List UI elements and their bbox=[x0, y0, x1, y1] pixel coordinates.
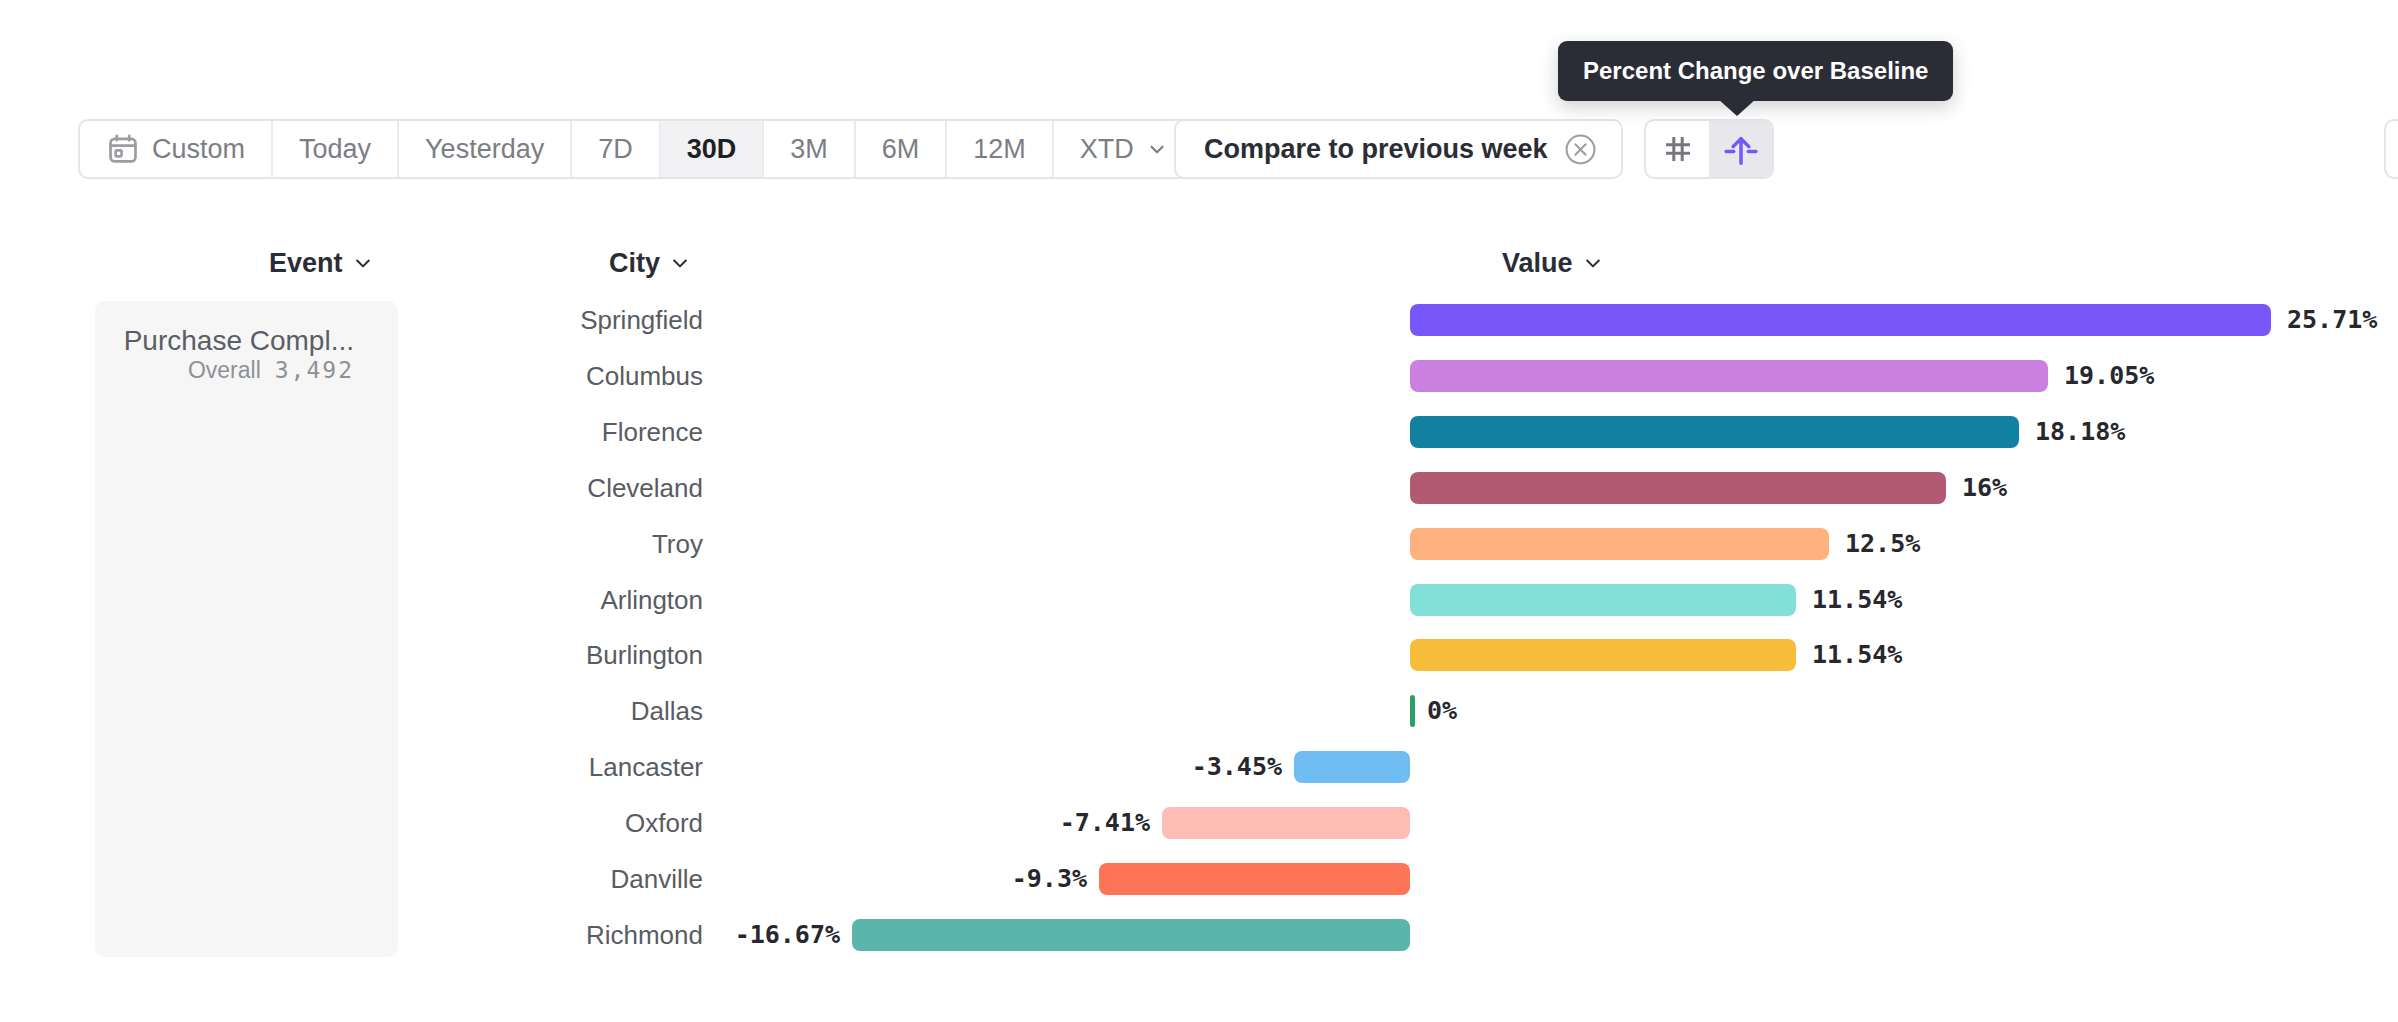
value-label: 18.18% bbox=[2035, 414, 2125, 450]
tooltip-text: Percent Change over Baseline bbox=[1583, 57, 1928, 85]
city-label: Oxford bbox=[323, 805, 703, 841]
percent-change-baseline-button[interactable] bbox=[1709, 121, 1772, 177]
column-header-label: Value bbox=[1502, 248, 1573, 279]
column-header-event[interactable]: Event bbox=[269, 243, 373, 283]
value-bar[interactable] bbox=[1410, 360, 2048, 392]
column-header-city[interactable]: City bbox=[609, 243, 690, 283]
city-label: Danville bbox=[323, 861, 703, 897]
date-range-3m[interactable]: 3M bbox=[762, 121, 854, 177]
chevron-down-icon bbox=[1583, 253, 1603, 273]
value-bar[interactable] bbox=[1410, 528, 1829, 560]
city-label: Columbus bbox=[323, 358, 703, 394]
value-bar[interactable] bbox=[1410, 416, 2019, 448]
value-bar[interactable] bbox=[1294, 751, 1410, 783]
arrow-up-baseline-icon bbox=[1722, 130, 1760, 168]
date-range-yesterday[interactable]: Yesterday bbox=[397, 121, 570, 177]
chart-view-toggle-group bbox=[1644, 119, 1774, 179]
overall-label: Overall bbox=[188, 357, 261, 384]
date-range-xtd[interactable]: XTD bbox=[1052, 121, 1194, 177]
value-label: 19.05% bbox=[2064, 358, 2154, 394]
tooltip-caret bbox=[1718, 99, 1756, 116]
value-label: -3.45% bbox=[1192, 749, 1282, 785]
event-overall-row: Overall 3,492 bbox=[95, 357, 354, 384]
city-label: Springfield bbox=[323, 302, 703, 338]
date-range-toolbar: Custom Today Yesterday 7D 30D 3M 6M 12M … bbox=[78, 119, 1196, 179]
city-label: Richmond bbox=[323, 917, 703, 953]
date-range-label: 3M bbox=[790, 134, 828, 165]
chevron-down-icon bbox=[353, 253, 373, 273]
date-range-30d[interactable]: 30D bbox=[659, 121, 763, 177]
grid-view-button[interactable] bbox=[1646, 121, 1709, 177]
date-range-7d[interactable]: 7D bbox=[570, 121, 659, 177]
date-range-label: Today bbox=[299, 134, 371, 165]
date-range-today[interactable]: Today bbox=[271, 121, 397, 177]
date-range-label: 7D bbox=[598, 134, 633, 165]
city-label: Burlington bbox=[323, 637, 703, 673]
value-label: -16.67% bbox=[735, 917, 840, 953]
event-panel[interactable] bbox=[95, 301, 398, 957]
value-bar[interactable] bbox=[852, 919, 1410, 951]
value-label: -7.41% bbox=[1060, 805, 1150, 841]
value-bar[interactable] bbox=[1410, 472, 1946, 504]
column-header-label: City bbox=[609, 248, 660, 279]
date-range-label: 12M bbox=[973, 134, 1026, 165]
date-range-label: Yesterday bbox=[425, 134, 544, 165]
date-range-label: 30D bbox=[687, 134, 737, 165]
value-bar[interactable] bbox=[1162, 807, 1410, 839]
date-range-label: XTD bbox=[1080, 134, 1134, 165]
date-range-label: Custom bbox=[152, 134, 245, 165]
city-label: Cleveland bbox=[323, 470, 703, 506]
column-header-value[interactable]: Value bbox=[1502, 243, 1603, 283]
value-label: -9.3% bbox=[1012, 861, 1087, 897]
city-label: Florence bbox=[323, 414, 703, 450]
compare-chip[interactable]: Compare to previous week bbox=[1174, 119, 1623, 179]
compare-label: Compare to previous week bbox=[1204, 134, 1548, 165]
value-bar[interactable] bbox=[1410, 639, 1796, 671]
city-label: Arlington bbox=[323, 582, 703, 618]
city-label: Lancaster bbox=[323, 749, 703, 785]
date-range-12m[interactable]: 12M bbox=[945, 121, 1052, 177]
calendar-icon bbox=[106, 132, 140, 166]
date-range-6m[interactable]: 6M bbox=[854, 121, 946, 177]
value-label: 11.54% bbox=[1812, 637, 1902, 673]
remove-compare-icon[interactable] bbox=[1564, 133, 1597, 166]
date-range-custom[interactable]: Custom bbox=[80, 121, 271, 177]
value-label: 0% bbox=[1427, 693, 1457, 729]
chevron-down-icon bbox=[670, 253, 690, 273]
clipped-right-button[interactable] bbox=[2384, 119, 2398, 179]
value-bar[interactable] bbox=[1099, 863, 1410, 895]
value-bar[interactable] bbox=[1410, 695, 1415, 727]
column-header-label: Event bbox=[269, 248, 343, 279]
tooltip: Percent Change over Baseline bbox=[1558, 41, 1953, 101]
hash-icon bbox=[1660, 131, 1696, 167]
value-bar[interactable] bbox=[1410, 304, 2271, 336]
date-range-label: 6M bbox=[882, 134, 920, 165]
value-label: 11.54% bbox=[1812, 582, 1902, 618]
city-label: Troy bbox=[323, 526, 703, 562]
value-label: 16% bbox=[1962, 470, 2007, 506]
chevron-down-icon bbox=[1146, 138, 1168, 160]
value-label: 25.71% bbox=[2287, 302, 2377, 338]
value-bar[interactable] bbox=[1410, 584, 1796, 616]
event-name: Purchase Compl... bbox=[95, 325, 354, 357]
city-label: Dallas bbox=[323, 693, 703, 729]
value-label: 12.5% bbox=[1845, 526, 1920, 562]
